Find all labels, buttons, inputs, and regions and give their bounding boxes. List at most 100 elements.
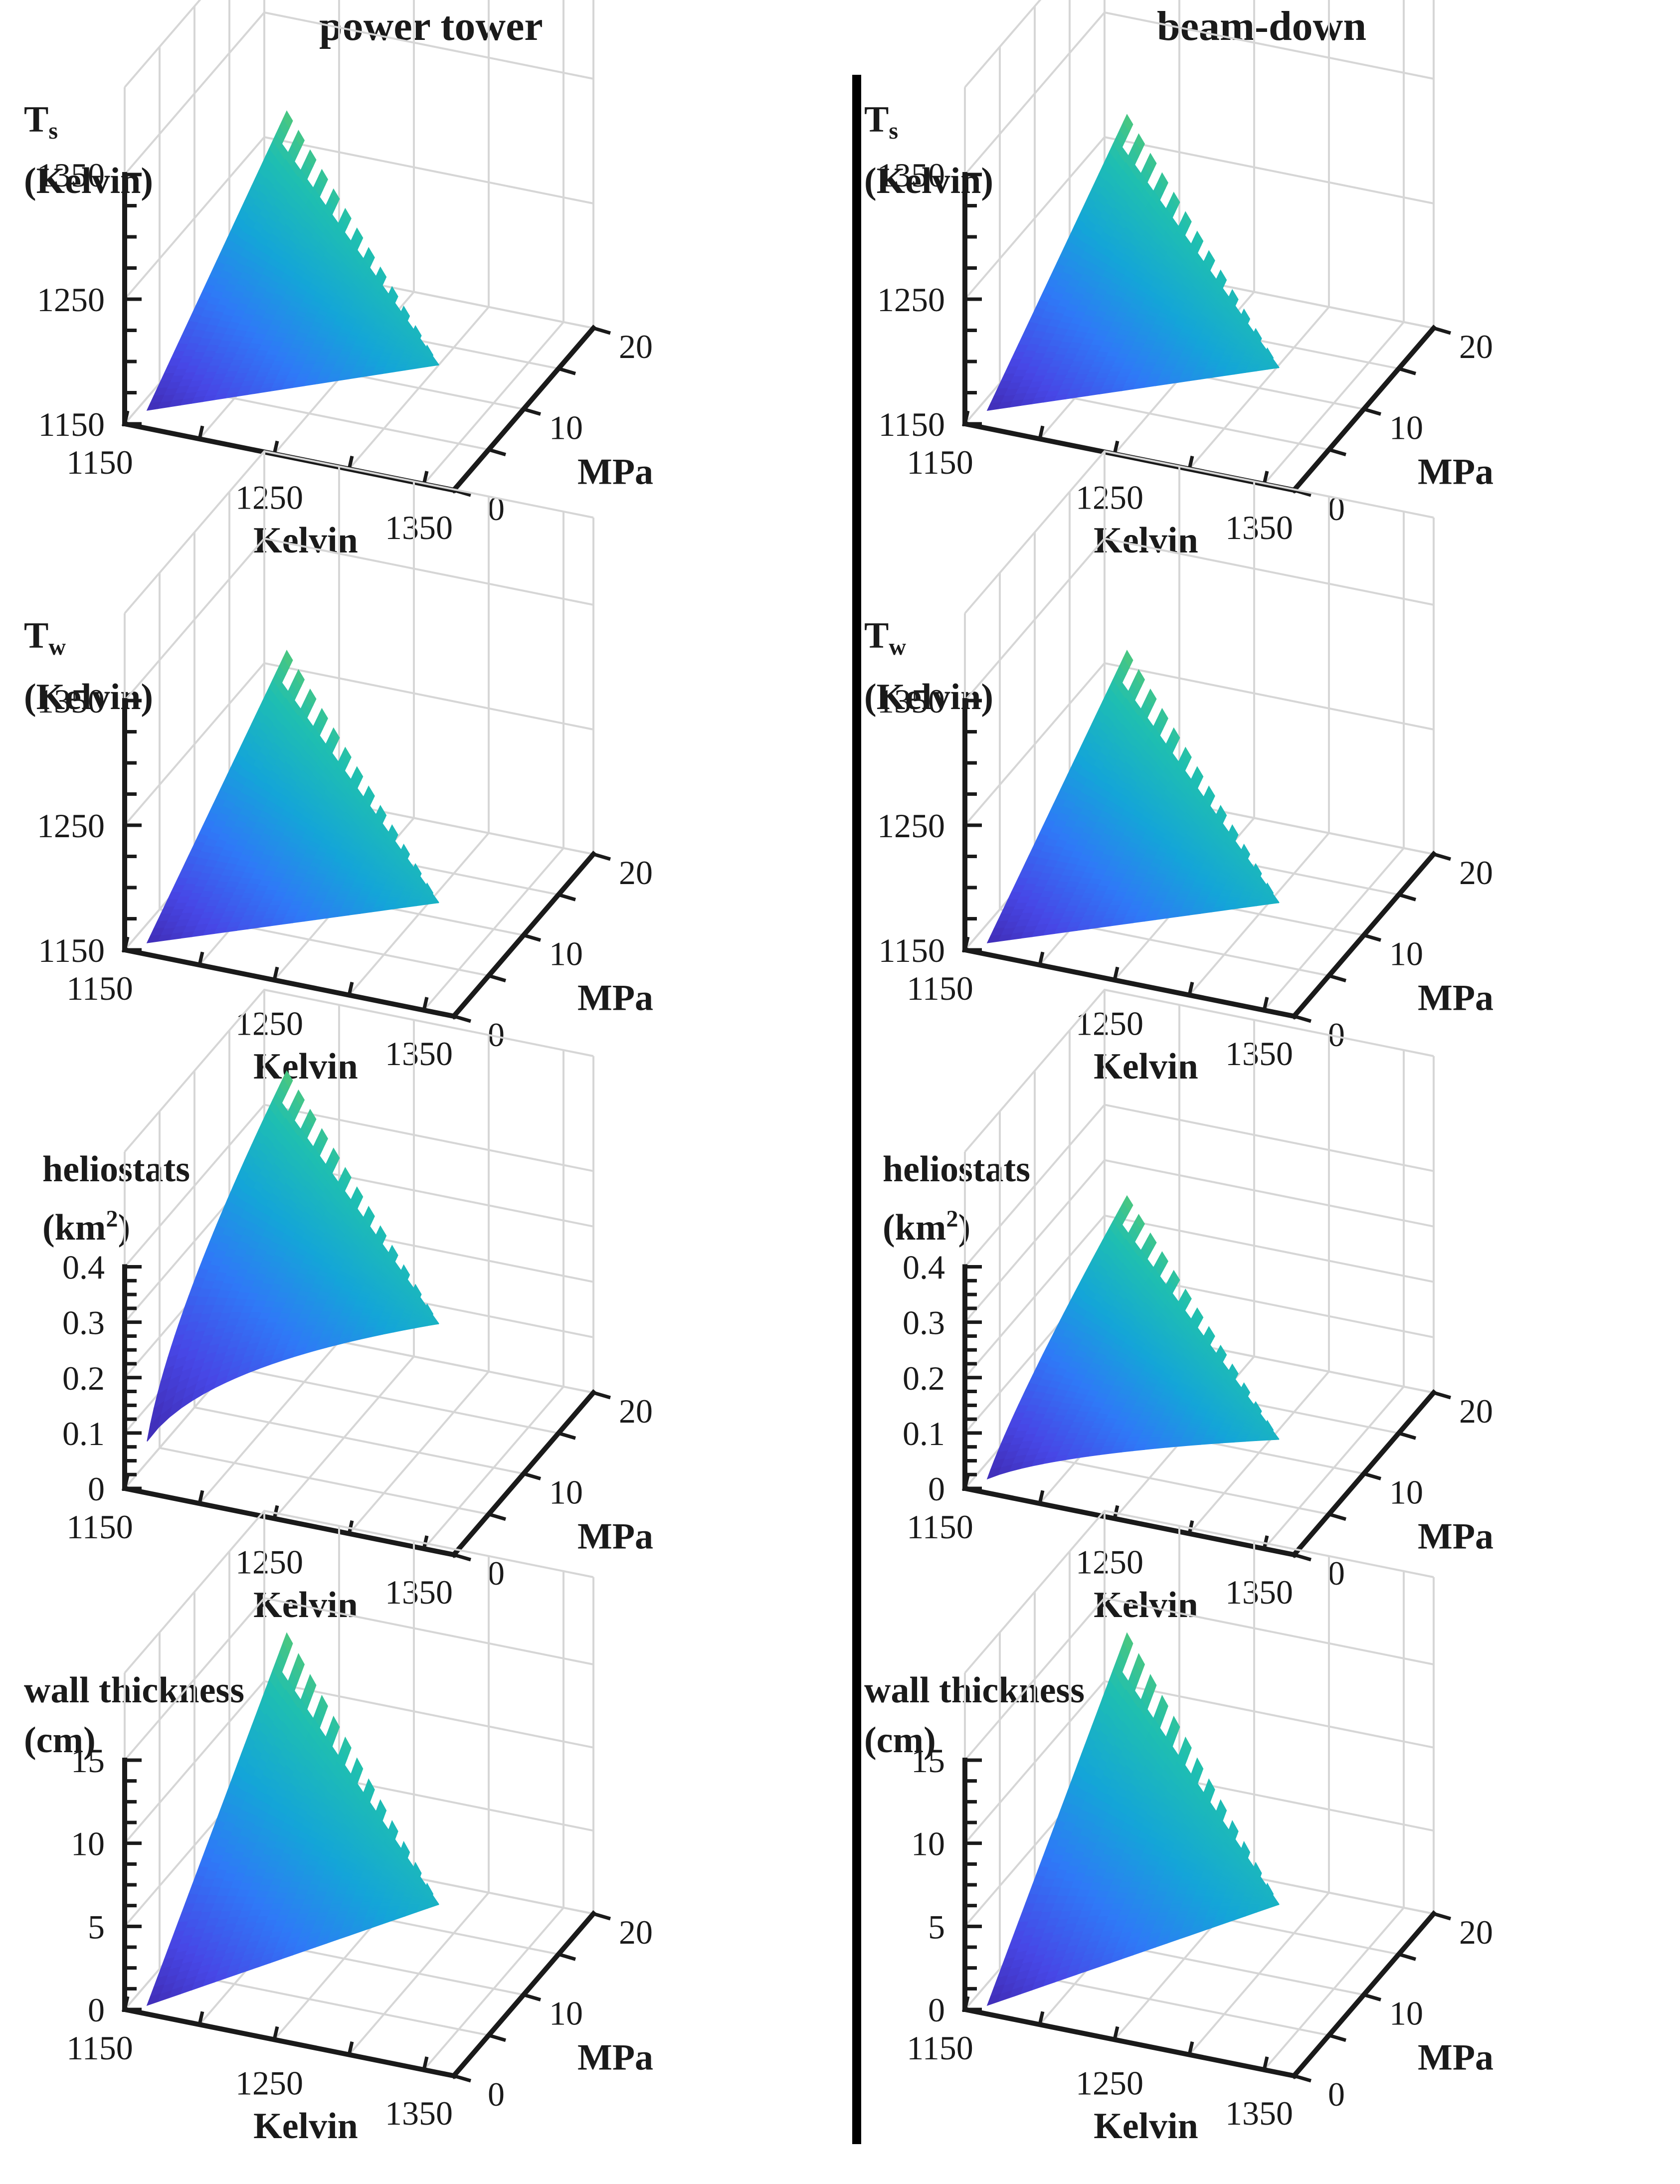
box-top-edge bbox=[964, 0, 1042, 88]
surface-patch bbox=[1171, 191, 1180, 208]
surface-patch bbox=[1147, 153, 1157, 171]
surface-patch bbox=[1272, 358, 1280, 368]
surface-patch bbox=[1221, 287, 1230, 300]
y-tick bbox=[453, 1014, 471, 1023]
surface-patch bbox=[1058, 363, 1073, 370]
y-tick bbox=[558, 893, 576, 902]
x-tick bbox=[963, 410, 970, 424]
surface-patch bbox=[291, 161, 301, 177]
surface-patch bbox=[1144, 717, 1154, 733]
surface-patch bbox=[321, 902, 335, 906]
surface-patch bbox=[304, 717, 314, 733]
x-tick bbox=[197, 425, 204, 440]
x-tick bbox=[1113, 966, 1120, 981]
surface-patch bbox=[1119, 682, 1129, 699]
surface-patch bbox=[1183, 746, 1192, 762]
y-tick-label: 10 bbox=[549, 935, 583, 973]
x-tick-label: 1350 bbox=[1225, 509, 1293, 546]
surface-patch bbox=[319, 169, 328, 186]
surface-patch bbox=[1077, 368, 1091, 374]
surface-patch bbox=[402, 305, 410, 319]
surface-patch bbox=[331, 727, 340, 743]
surface-patch bbox=[1246, 323, 1255, 335]
surface-patch bbox=[1053, 374, 1068, 381]
z-tick-label: 1350 bbox=[37, 682, 105, 720]
box-top-edge bbox=[124, 450, 594, 614]
surface-patch bbox=[304, 178, 314, 194]
surface-patch bbox=[218, 362, 232, 369]
surface-patch bbox=[317, 734, 327, 750]
z-grid-line bbox=[124, 136, 594, 300]
z-tick-label: 1250 bbox=[37, 807, 105, 845]
surface-patch bbox=[258, 367, 272, 372]
x-tick-label: 1250 bbox=[235, 478, 303, 516]
surface-patch bbox=[402, 843, 410, 857]
panel-tw-power-tower: Tw (Kelvin) 1150 1250 1350 0 10 20 1150 1250 135… bbox=[0, 450, 840, 1124]
surface-patch bbox=[1119, 146, 1129, 163]
surface-patch bbox=[1259, 875, 1267, 887]
surface-patch bbox=[355, 787, 364, 801]
surface-patch bbox=[305, 1320, 318, 1326]
surface-patch bbox=[355, 766, 364, 781]
surface-patch bbox=[414, 325, 422, 338]
box-top-edge bbox=[124, 0, 201, 88]
surface-patch bbox=[1267, 882, 1274, 894]
y-tick bbox=[1328, 448, 1346, 457]
z-axis-label: Tw (Kelvin) bbox=[24, 615, 153, 718]
surface bbox=[146, 110, 439, 411]
surface-patch bbox=[1195, 766, 1204, 781]
ticks bbox=[963, 699, 1451, 1023]
surface-patch bbox=[213, 907, 228, 914]
surface-patch bbox=[342, 770, 352, 784]
surface-patch bbox=[256, 906, 270, 912]
x-axis-line bbox=[122, 947, 457, 1019]
surface-patch bbox=[1208, 805, 1217, 818]
surface-patch bbox=[1121, 364, 1135, 369]
y-axis-title: MPa bbox=[1418, 452, 1493, 493]
surface-patch bbox=[1255, 328, 1262, 340]
surface-patch bbox=[260, 898, 274, 903]
surface-patch bbox=[1243, 308, 1251, 322]
surface-patch bbox=[1207, 250, 1215, 265]
surface-patch bbox=[1061, 358, 1075, 364]
surface bbox=[986, 650, 1280, 943]
surface-patch bbox=[307, 1316, 320, 1322]
y-axis-title: MPa bbox=[577, 452, 653, 493]
ticks bbox=[123, 173, 611, 497]
surface-patch bbox=[281, 363, 295, 368]
surface-patch bbox=[279, 902, 293, 907]
surface-patch bbox=[1234, 305, 1242, 317]
x-tick bbox=[197, 951, 204, 966]
surface-patch bbox=[1140, 368, 1154, 372]
surface-patch bbox=[278, 143, 289, 160]
x-tick-label: 1350 bbox=[385, 509, 453, 546]
surface-patch bbox=[1272, 893, 1280, 903]
z-axis-label: heliostats (km2) bbox=[42, 1149, 190, 1248]
ticks bbox=[123, 699, 611, 1023]
y-tick-label: 10 bbox=[549, 409, 583, 447]
surface-patch bbox=[326, 1320, 339, 1325]
x-tick bbox=[1038, 951, 1045, 966]
surface-patch bbox=[1082, 359, 1096, 365]
z-grid-line bbox=[124, 1103, 594, 1268]
surface-patch bbox=[1159, 172, 1168, 189]
z-tick-label: 1250 bbox=[37, 281, 105, 319]
z-grid-line bbox=[124, 537, 594, 702]
y-axis-title: MPa bbox=[1418, 978, 1493, 1019]
surface-patch bbox=[1183, 211, 1192, 227]
surface-patch bbox=[380, 284, 389, 297]
y-axis-title: MPa bbox=[577, 978, 653, 1019]
surface-patch bbox=[1053, 907, 1068, 914]
surface-patch bbox=[426, 344, 434, 357]
surface-patch bbox=[1161, 902, 1175, 906]
x-tick bbox=[963, 936, 970, 950]
surface-patch bbox=[1208, 270, 1217, 283]
floor-grid-line bbox=[159, 1447, 489, 1515]
surface-patch bbox=[1079, 897, 1094, 903]
y-tick bbox=[523, 407, 541, 416]
surface-patch bbox=[1119, 368, 1133, 373]
surface-patch bbox=[262, 358, 276, 364]
surface-patch bbox=[215, 902, 230, 909]
x-axis-line bbox=[962, 947, 1297, 1019]
